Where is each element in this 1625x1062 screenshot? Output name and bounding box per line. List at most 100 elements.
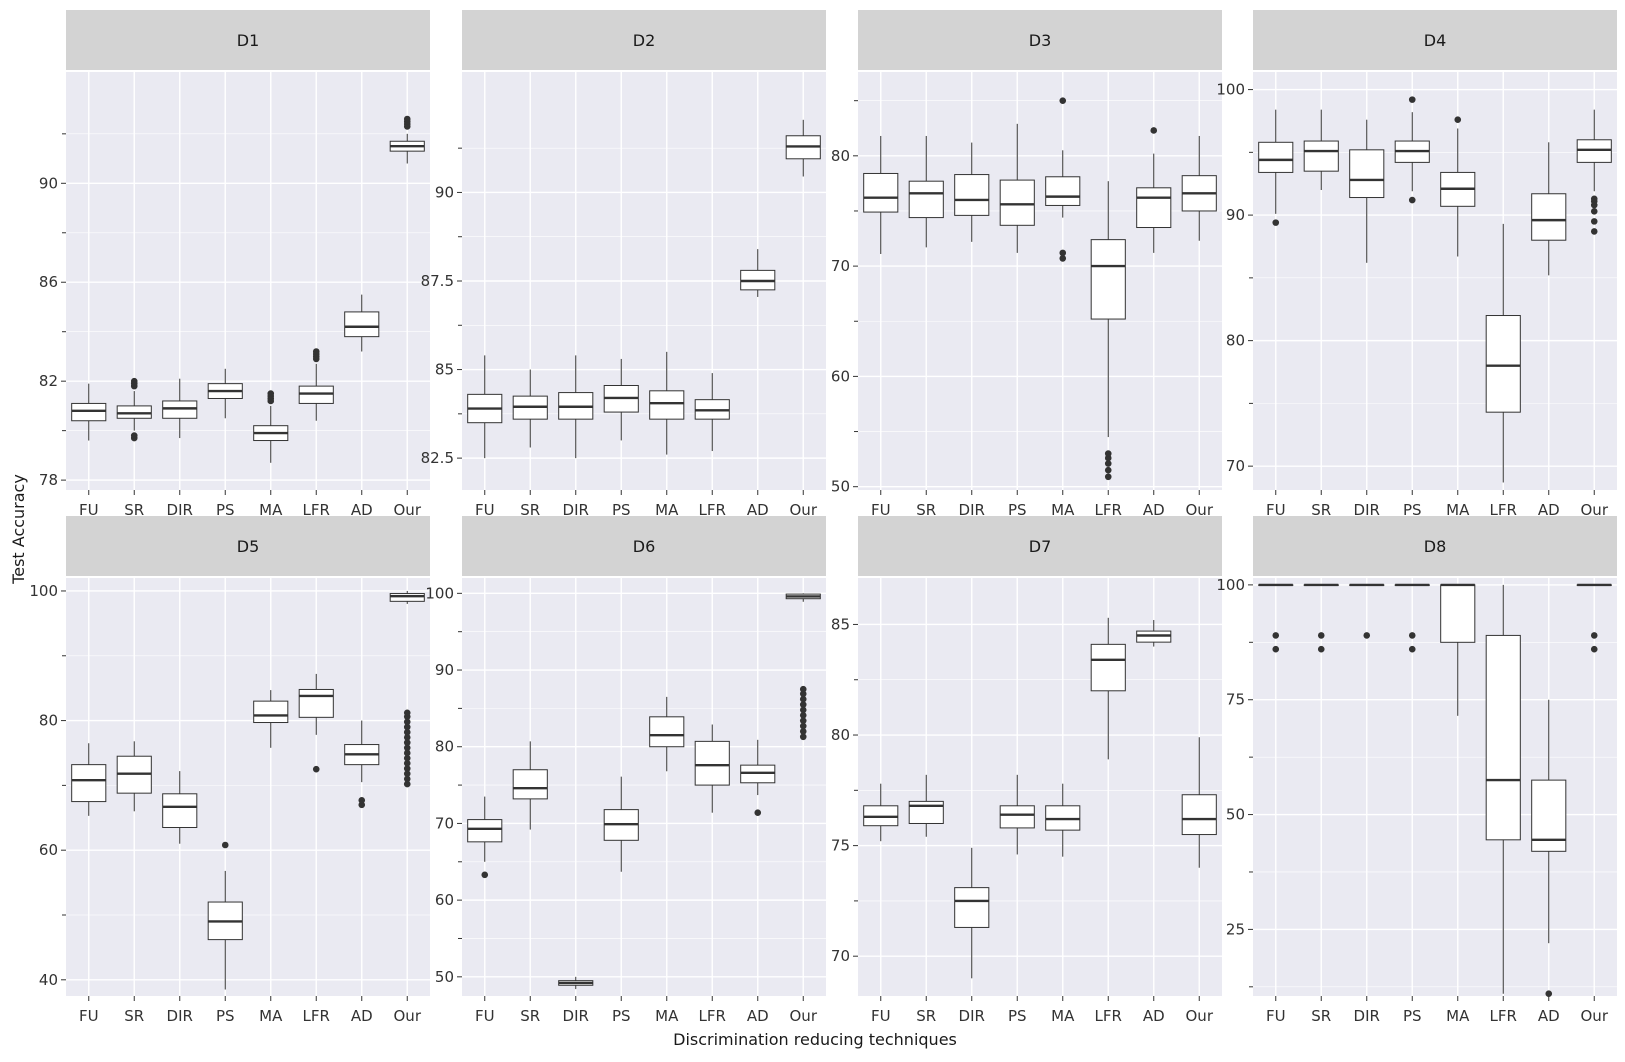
outlier-point — [1363, 632, 1371, 639]
box-sr — [1303, 583, 1339, 653]
facet-strip — [858, 10, 1222, 70]
box-ad — [740, 739, 776, 816]
box-lfr — [298, 348, 334, 421]
box-lfr — [694, 373, 730, 452]
box-iqr — [954, 887, 990, 928]
outlier-point — [358, 801, 366, 809]
box-iqr — [1531, 193, 1567, 241]
box-ps — [603, 358, 639, 441]
x-tick-label: DIR — [167, 501, 193, 519]
outlier-point — [403, 760, 411, 767]
x-tick-label: MA — [655, 1007, 679, 1025]
x-tick-label: LFR — [699, 1007, 726, 1025]
outlier-point — [799, 690, 807, 698]
box-ps — [207, 368, 243, 419]
box-iqr — [1045, 176, 1081, 206]
plot-area — [858, 72, 1222, 490]
box-iqr — [71, 764, 107, 803]
y-tick-label: 90 — [1226, 206, 1245, 224]
outlier-point — [403, 709, 411, 717]
x-tick-label: SR — [1311, 501, 1331, 519]
outlier-point — [1408, 645, 1416, 653]
panel-d7: D7 70 75 80 85 FU SR DIR PS MA LFR AD Our — [831, 516, 1222, 1025]
box-iqr — [71, 402, 107, 422]
box-iqr — [1485, 315, 1521, 413]
outlier-point — [1590, 208, 1598, 215]
box-ma — [1440, 583, 1476, 716]
box-fu — [863, 783, 899, 842]
x-tick-label: MA — [655, 501, 679, 519]
box-iqr — [344, 311, 380, 338]
x-tick-label: AD — [747, 1007, 769, 1025]
x-tick-label: PS — [1008, 501, 1027, 519]
x-tick-label: Our — [1581, 1007, 1609, 1025]
box-ma — [649, 696, 685, 772]
y-tick-label: 100 — [1216, 576, 1245, 594]
box-dir — [954, 847, 990, 979]
box-our — [389, 590, 425, 788]
panel-d4: D4 70 80 90 100 FU SR DIR PS MA LFR AD Our — [1216, 10, 1617, 519]
x-tick-label: MA — [1051, 1007, 1075, 1025]
box-ad — [1136, 127, 1172, 253]
y-tick-label: 70 — [435, 814, 454, 832]
plot-area — [1253, 72, 1617, 490]
facet-strip-label: D2 — [633, 31, 656, 50]
box-iqr — [512, 769, 548, 800]
outlier-point — [403, 744, 411, 752]
panel-d8: D8 25 50 75 100 FU SR DIR PS MA LFR AD Our — [1216, 516, 1617, 1025]
y-tick-label: 75 — [1226, 691, 1245, 709]
x-tick-label: MA — [1446, 1007, 1470, 1025]
outlier-point — [403, 739, 411, 746]
outlier-point — [312, 348, 320, 355]
facet-strip-label: D4 — [1424, 31, 1447, 50]
y-tick-label: 40 — [39, 971, 58, 989]
x-tick-label: Our — [1581, 501, 1609, 519]
x-tick-label: PS — [612, 501, 631, 519]
x-tick-label: Our — [394, 1007, 422, 1025]
box-dir — [1349, 119, 1385, 263]
facet-strip — [1253, 10, 1617, 70]
x-tick-label: FU — [871, 501, 891, 519]
outlier-point — [1272, 219, 1280, 226]
box-lfr — [1090, 617, 1126, 760]
facet-strip-label: D6 — [633, 537, 656, 556]
outlier-point — [1545, 990, 1553, 998]
y-tick-label: 70 — [1226, 457, 1245, 475]
y-tick-label: 90 — [39, 174, 58, 192]
x-tick-label: PS — [612, 1007, 631, 1025]
outlier-point — [799, 706, 807, 714]
x-tick-label: SR — [916, 1007, 936, 1025]
box-our — [785, 119, 821, 177]
box-dir — [1349, 583, 1385, 639]
y-tick-label: 82 — [39, 372, 58, 390]
outlier-point — [403, 770, 411, 778]
y-tick-label: 60 — [435, 891, 454, 909]
outlier-point — [1590, 195, 1598, 203]
x-tick-label: DIR — [167, 1007, 193, 1025]
outlier-point — [1272, 645, 1280, 653]
x-tick-label: FU — [1266, 501, 1286, 519]
x-tick-label: AD — [747, 501, 769, 519]
x-tick-label: SR — [124, 501, 144, 519]
x-tick-label: SR — [1311, 1007, 1331, 1025]
x-tick-label: Our — [394, 501, 422, 519]
outlier-point — [1104, 460, 1112, 467]
x-tick-label: FU — [475, 501, 495, 519]
y-tick-label: 80 — [1226, 332, 1245, 350]
x-tick-label: MA — [259, 501, 283, 519]
outlier-point — [403, 723, 411, 731]
x-tick-label: MA — [1051, 501, 1075, 519]
facet-strip-label: D8 — [1424, 537, 1447, 556]
box-ps — [603, 776, 639, 872]
box-ma — [649, 351, 685, 455]
outlier-point — [1059, 97, 1067, 104]
x-tick-label: DIR — [563, 1007, 589, 1025]
box-iqr — [116, 405, 152, 419]
box-lfr — [694, 724, 730, 813]
box-iqr — [1303, 140, 1339, 172]
x-tick-label: Our — [1186, 1007, 1214, 1025]
box-dir — [162, 378, 198, 439]
y-tick-label: 60 — [39, 841, 58, 859]
box-iqr — [298, 688, 334, 718]
box-sr — [908, 774, 944, 837]
